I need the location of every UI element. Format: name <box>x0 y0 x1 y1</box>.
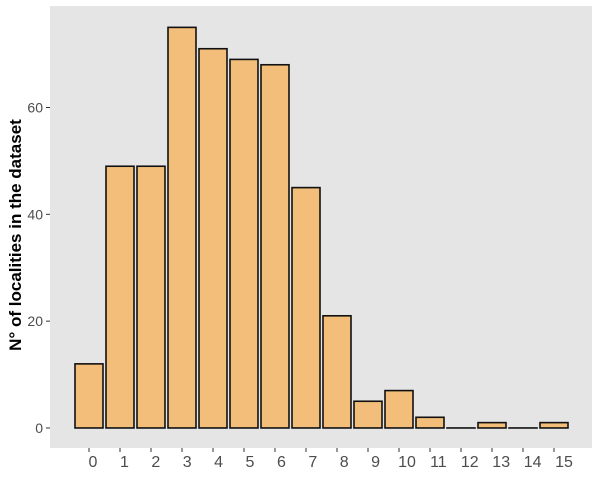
bar-13 <box>477 421 507 429</box>
bar-9 <box>353 400 383 429</box>
bar-10 <box>384 389 414 429</box>
y-tick-label: 60 <box>27 99 43 115</box>
bar-0 <box>74 363 104 429</box>
x-tick-label: 9 <box>371 454 380 471</box>
y-tick-label: 0 <box>35 420 43 436</box>
x-tick-label: 5 <box>246 454 255 471</box>
bars-group <box>74 26 569 429</box>
bar-8 <box>322 314 352 429</box>
x-tick-label: 14 <box>524 454 542 471</box>
x-tick-label: 4 <box>214 454 223 471</box>
bar-11 <box>415 416 445 429</box>
bar-5 <box>229 58 259 429</box>
x-tick-label: 12 <box>461 454 479 471</box>
x-tick-label: 3 <box>183 454 192 471</box>
y-axis-title: N° of localities in the dataset <box>6 119 25 351</box>
x-tick-label: 8 <box>340 454 349 471</box>
x-tick-label: 2 <box>151 454 160 471</box>
x-tick-label: 0 <box>89 454 98 471</box>
x-axis: 0 1 2 3 4 5 6 7 8 9 10 11 12 13 14 15 <box>88 448 573 471</box>
y-tick-label: 20 <box>27 313 43 329</box>
bar-7 <box>291 186 321 429</box>
bar-15 <box>539 421 569 429</box>
bar-4 <box>198 47 228 429</box>
x-tick-label: 10 <box>398 454 416 471</box>
x-tick-label: 7 <box>308 454 317 471</box>
bar-1 <box>105 165 135 429</box>
x-tick-label: 6 <box>277 454 286 471</box>
x-tick-label: 11 <box>430 454 447 471</box>
x-tick-label: 1 <box>120 454 129 471</box>
x-tick-label: 13 <box>492 454 510 471</box>
bar-2 <box>136 165 166 429</box>
bar-6 <box>260 63 290 429</box>
y-axis: 0 20 40 60 <box>27 99 50 436</box>
x-tick-label: 15 <box>555 454 573 471</box>
bar-3 <box>167 26 197 429</box>
y-tick-label: 40 <box>27 206 43 222</box>
